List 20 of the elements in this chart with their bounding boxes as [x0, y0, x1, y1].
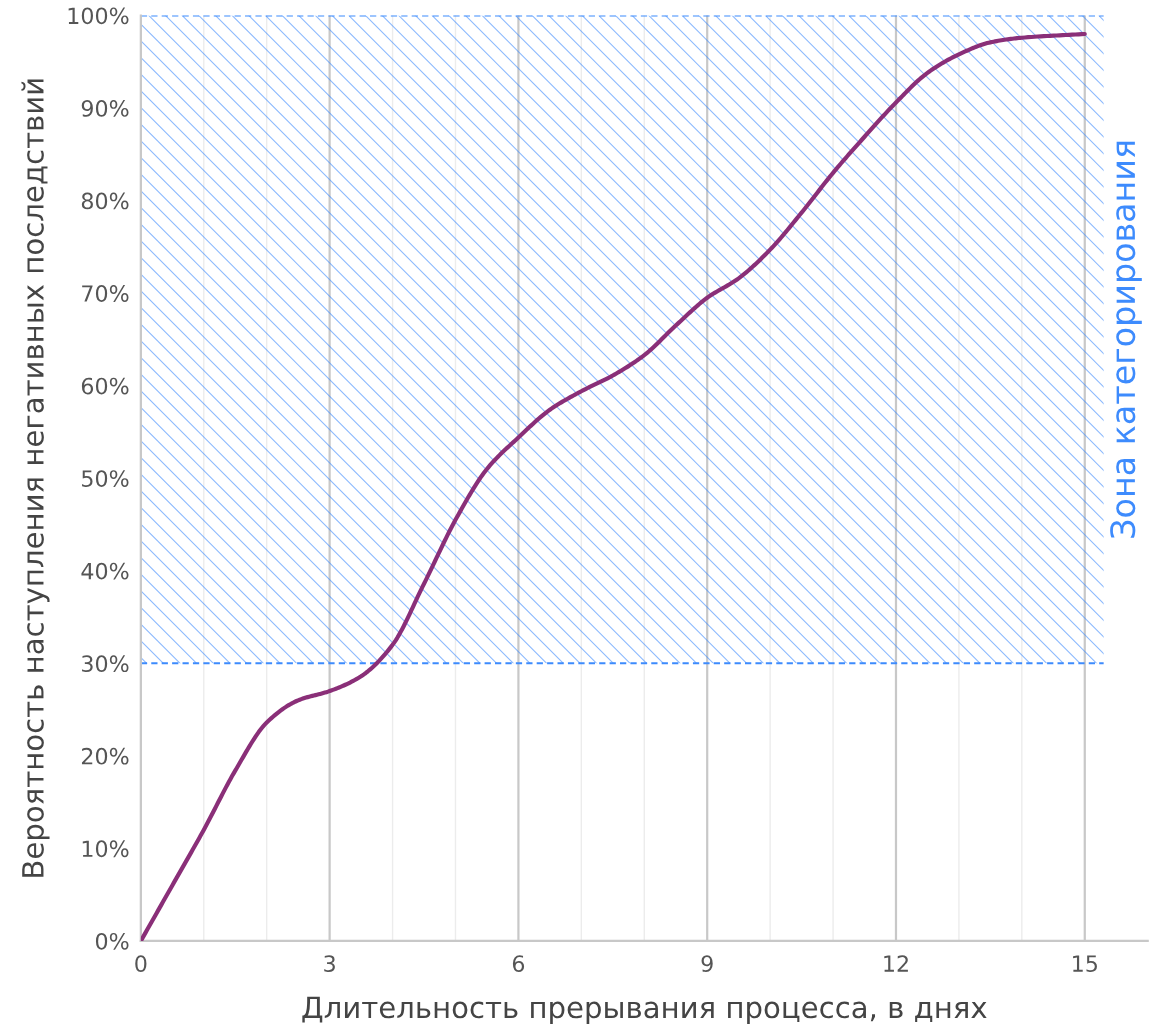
x-tick-label: 9: [701, 955, 713, 973]
y-axis-title: Вероятность наступления негативных последствий: [21, 79, 50, 877]
y-tick-label: 10%: [82, 840, 129, 858]
x-tick-label: 6: [512, 955, 525, 973]
y-tick-label: 50%: [82, 470, 129, 487]
y-tick-label: 40%: [81, 562, 129, 580]
y-tick-label: 0%: [95, 932, 129, 950]
y-tick-label: 70%: [82, 285, 129, 302]
band-label: Зона категорирования: [1110, 141, 1142, 538]
x-tick-label: 12: [884, 955, 908, 972]
x-tick-label: 15: [1073, 955, 1097, 973]
y-tick-label: 20%: [81, 747, 129, 765]
y-tick-label: 80%: [81, 192, 129, 210]
x-tick-label: 0: [135, 955, 147, 973]
x-tick-label: 3: [324, 955, 335, 973]
x-axis-title: Длительность прерывания процесса, в днях: [302, 996, 987, 1025]
y-tick-label: 60%: [81, 377, 129, 395]
y-tick-label: 30%: [82, 655, 129, 673]
y-tick-label: 90%: [81, 100, 129, 117]
y-tick-label: 100%: [68, 7, 129, 25]
